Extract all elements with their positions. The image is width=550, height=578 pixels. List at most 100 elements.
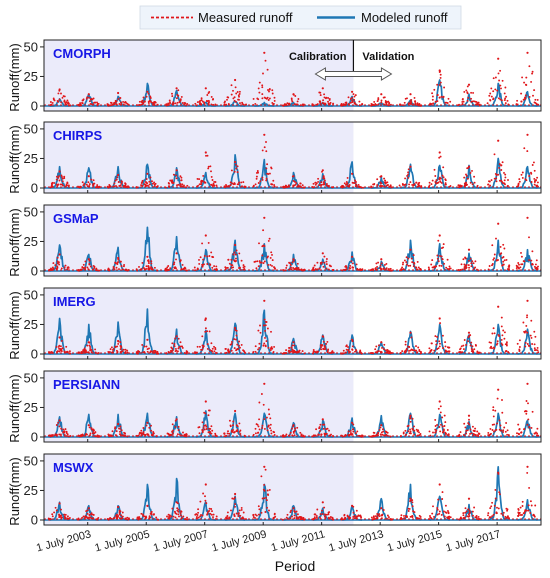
measured-point xyxy=(234,253,237,256)
measured-point xyxy=(179,183,182,186)
measured-point xyxy=(63,266,66,269)
measured-point xyxy=(124,348,127,351)
measured-point xyxy=(495,177,498,180)
measured-point xyxy=(286,102,289,105)
measured-point xyxy=(503,259,506,262)
measured-point xyxy=(474,260,477,263)
measured-peak-point xyxy=(117,256,120,260)
measured-point xyxy=(500,512,503,515)
measured-point xyxy=(322,183,324,186)
measured-point xyxy=(145,345,148,348)
measured-point xyxy=(491,244,494,247)
measured-peak-point xyxy=(321,418,324,421)
measured-point xyxy=(215,517,217,520)
measured-point xyxy=(166,515,168,518)
measured-peak-point xyxy=(380,93,383,96)
x-tick-label: 1 July 2007 xyxy=(152,528,209,554)
measured-point xyxy=(233,99,236,102)
measured-point xyxy=(436,94,439,97)
measured-point xyxy=(502,511,505,514)
measured-point xyxy=(496,89,499,92)
measured-point xyxy=(89,434,91,437)
measured-point xyxy=(256,423,259,426)
measured-point xyxy=(116,176,119,179)
measured-point xyxy=(411,515,414,517)
measured-point xyxy=(207,102,210,105)
measured-point xyxy=(404,350,407,353)
measured-point xyxy=(114,434,117,437)
measured-point xyxy=(145,95,148,98)
measured-point xyxy=(236,425,239,428)
measured-point xyxy=(535,349,537,351)
measured-point xyxy=(494,488,497,491)
measured-point xyxy=(56,350,59,353)
measured-point xyxy=(328,429,330,432)
measured-point xyxy=(517,511,520,514)
measured-point xyxy=(145,515,147,518)
measured-peak-point xyxy=(467,165,471,168)
measured-point xyxy=(89,432,92,435)
measured-point xyxy=(537,103,540,106)
measured-point xyxy=(518,346,521,348)
measured-point xyxy=(375,268,378,271)
measured-point xyxy=(96,184,99,187)
measured-point xyxy=(215,184,218,187)
measured-point xyxy=(374,348,377,351)
measured-point xyxy=(487,512,490,515)
measured-point xyxy=(209,512,212,515)
measured-point xyxy=(167,104,170,107)
measured-point xyxy=(269,417,272,420)
measured-point xyxy=(519,266,522,269)
measured-point xyxy=(85,510,88,513)
measured-point xyxy=(233,347,236,350)
measured-point xyxy=(429,434,432,437)
measured-point xyxy=(150,266,153,269)
x-tick-label: 1 July 2009 xyxy=(211,528,268,554)
measured-point xyxy=(268,488,271,491)
measured-point xyxy=(520,251,522,254)
measured-point xyxy=(68,350,71,353)
measured-point xyxy=(122,185,125,188)
measured-point xyxy=(444,341,447,344)
measured-point xyxy=(471,425,474,428)
measured-point xyxy=(69,352,72,355)
measured-point xyxy=(389,435,392,438)
measured-point xyxy=(262,229,265,232)
measured-point xyxy=(62,95,65,98)
measured-point xyxy=(490,505,493,508)
measured-point xyxy=(230,509,232,512)
measured-point xyxy=(238,422,241,425)
measured-point xyxy=(84,349,87,352)
measured-point xyxy=(409,264,412,267)
measured-point xyxy=(492,409,495,412)
measured-point xyxy=(432,102,435,105)
measured-point xyxy=(325,183,328,185)
measured-point xyxy=(94,351,97,354)
measured-point xyxy=(353,182,356,184)
measured-point xyxy=(415,349,418,352)
measured-point xyxy=(526,343,529,345)
measured-point xyxy=(418,184,421,187)
measured-point xyxy=(505,422,508,424)
measured-point xyxy=(507,433,510,436)
measured-point xyxy=(207,414,210,417)
measured-point xyxy=(321,343,324,346)
measured-point xyxy=(383,185,385,188)
measured-point xyxy=(206,94,209,96)
measured-peak-point xyxy=(321,87,324,90)
measured-point xyxy=(351,262,354,265)
measured-point xyxy=(195,517,198,520)
measured-point xyxy=(181,263,184,266)
measured-point xyxy=(416,102,419,105)
measured-point xyxy=(206,347,209,350)
measured-point xyxy=(196,177,199,180)
measured-point xyxy=(500,338,503,341)
measured-point xyxy=(458,351,461,354)
measured-point xyxy=(151,268,154,271)
measured-point xyxy=(88,262,91,265)
measured-point xyxy=(213,268,216,271)
measured-point xyxy=(493,504,496,507)
measured-point xyxy=(489,427,492,430)
measured-point xyxy=(433,349,436,352)
measured-point xyxy=(318,184,321,187)
